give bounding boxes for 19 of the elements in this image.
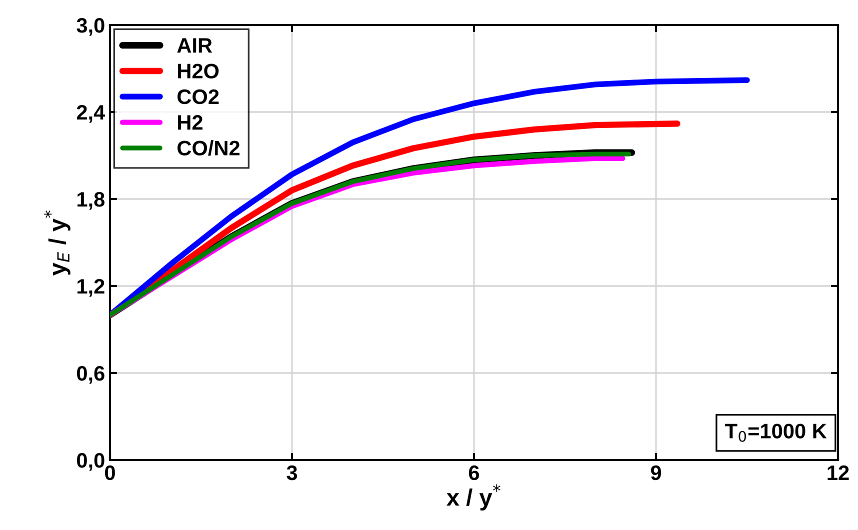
legend-label: H2 (178, 115, 202, 130)
x-tick-label: 0 (105, 465, 115, 480)
legend-label: CO/N2 (178, 140, 240, 156)
y-tick-label: 2,4 (76, 105, 106, 123)
x-tick-label: 6 (468, 465, 480, 480)
x-axis-title: x / y$^{*}$ (446, 484, 500, 510)
y-tick-label: 1,2 (77, 279, 104, 297)
y-tick-label: 3,0 (76, 18, 104, 36)
annotation: T$_{0}$=1000 K (725, 424, 827, 442)
y-axis-title: y$_{E}$ / y$^{*}$ (44, 210, 70, 276)
legend-label: CO2 (178, 89, 219, 104)
x-tick-label: 9 (650, 465, 662, 480)
y-tick-label: 0,0 (77, 453, 104, 471)
legend-label: AIR (177, 38, 212, 53)
y-tick-label: 1,8 (77, 192, 104, 210)
x-tick-label: 3 (286, 465, 298, 480)
x-tick-label: 12 (828, 465, 849, 480)
y-tick-label: 0,6 (77, 366, 104, 384)
legend-label: H2O (178, 64, 219, 78)
